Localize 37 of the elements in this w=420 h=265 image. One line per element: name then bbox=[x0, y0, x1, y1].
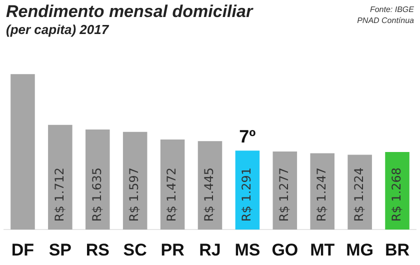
x-tick-label: MT bbox=[310, 240, 336, 260]
bar bbox=[385, 152, 410, 230]
text: PNAD Contínua bbox=[357, 15, 414, 26]
data-label: R$ 1.277 bbox=[277, 167, 292, 222]
data-label: R$ 1.472 bbox=[164, 167, 179, 222]
bar bbox=[310, 153, 334, 230]
x-tick-label: SC bbox=[123, 240, 147, 260]
bar bbox=[160, 140, 185, 230]
chart-subtitle: (per capita) 2017 bbox=[6, 22, 109, 37]
data-label: R$ 1.445 bbox=[202, 167, 216, 222]
data-label: R$ 1.597 bbox=[127, 167, 142, 222]
bar bbox=[10, 74, 35, 230]
x-tick-label: DF bbox=[11, 240, 34, 260]
bar bbox=[272, 151, 298, 230]
x-tick-label: BR bbox=[384, 240, 410, 260]
bar bbox=[122, 132, 148, 230]
x-tick-label: GO bbox=[272, 240, 298, 260]
bar bbox=[348, 154, 372, 230]
x-tick-label: RS bbox=[86, 240, 110, 260]
x-tick-label: SP bbox=[48, 240, 72, 260]
data-label: R$ 1.247 bbox=[314, 167, 328, 222]
x-tick-label: MG bbox=[346, 240, 374, 260]
source-note: Fonte: IBGE bbox=[368, 4, 414, 15]
x-tick-label: PR bbox=[160, 240, 184, 260]
annotation: 7º bbox=[239, 126, 256, 147]
bar bbox=[86, 130, 110, 230]
data-label: R$ 1.224 bbox=[352, 167, 366, 222]
chart-title: Rendimento mensal domiciliar bbox=[6, 2, 253, 22]
data-label: R$ 1.712 bbox=[52, 167, 66, 222]
bar bbox=[48, 124, 72, 230]
bar bbox=[198, 141, 222, 230]
data-label: R$ 1.635 bbox=[90, 167, 104, 222]
data-label: R$ 1.291 bbox=[240, 167, 254, 222]
bar bbox=[235, 150, 260, 230]
x-tick-label: MS bbox=[234, 240, 260, 260]
data-label: R$ 1.268 bbox=[389, 167, 404, 222]
x-tick-label: RJ bbox=[199, 240, 221, 260]
